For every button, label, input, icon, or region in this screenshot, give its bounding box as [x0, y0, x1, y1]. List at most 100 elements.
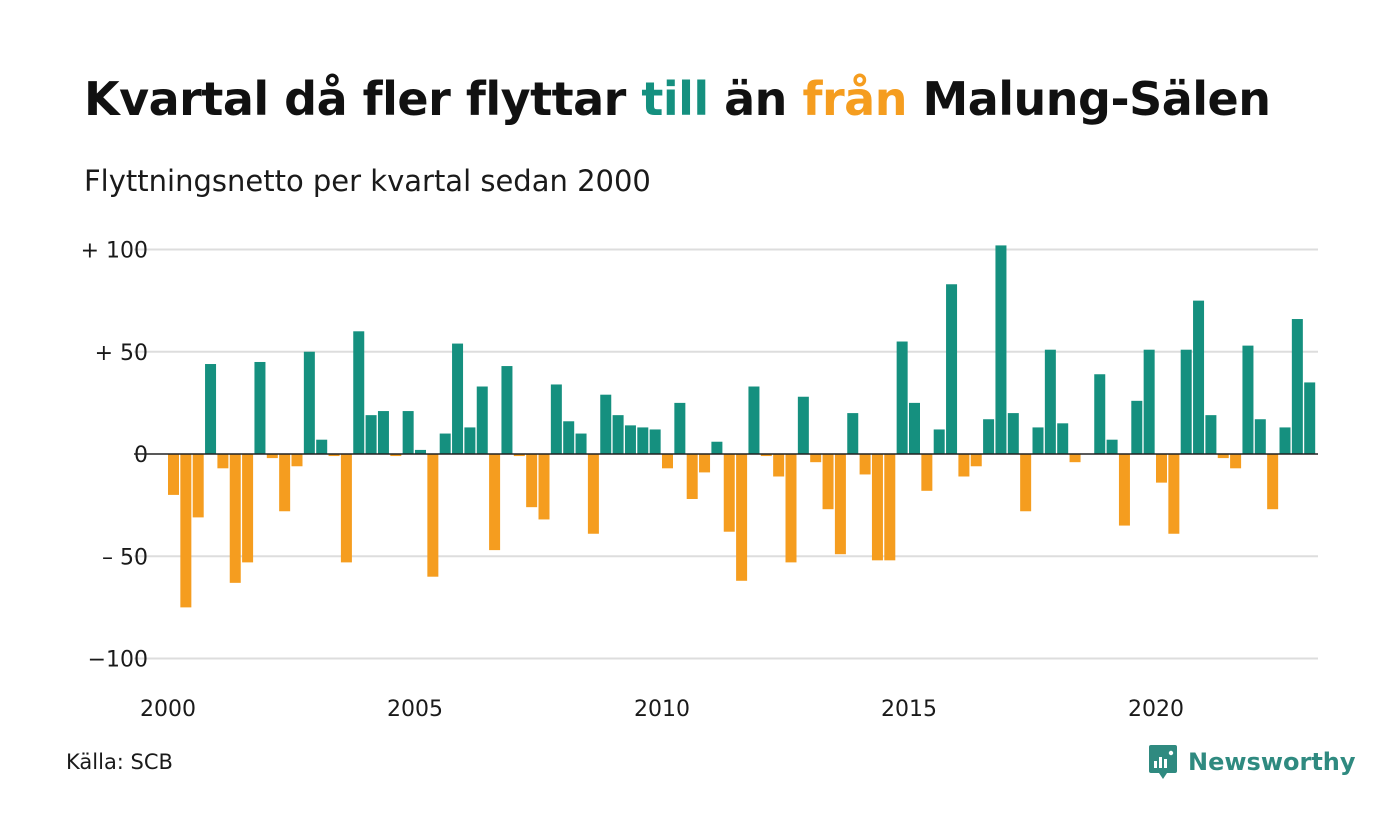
newsworthy-chart-bubble-icon [1149, 745, 1177, 779]
bar [1291, 319, 1303, 454]
bar [847, 413, 859, 454]
bar [526, 454, 538, 508]
bar [291, 454, 303, 467]
bar [1205, 415, 1217, 454]
bar [1118, 454, 1130, 526]
x-tick-label: 2010 [634, 697, 690, 722]
title-middle: än [708, 72, 803, 126]
bar [328, 454, 340, 457]
x-tick-label: 2020 [1128, 697, 1184, 722]
bar [711, 441, 723, 454]
bar [1230, 454, 1242, 469]
bar [1180, 349, 1192, 454]
bar [723, 454, 735, 532]
y-tick-label: −100 [88, 648, 148, 673]
bar [242, 454, 254, 563]
bar [748, 386, 760, 454]
bar [834, 454, 846, 555]
y-tick-label: + 100 [81, 239, 148, 264]
bar [205, 364, 217, 454]
y-axis-ticks: + 100 + 50 0 – 50 −100 [81, 239, 148, 673]
x-tick-label: 2015 [881, 697, 937, 722]
bar [217, 454, 229, 469]
bar [1057, 423, 1069, 454]
bar [785, 454, 797, 563]
title-prefix: Kvartal då fler flyttar [84, 72, 642, 126]
bar [871, 454, 883, 561]
bar [662, 454, 673, 469]
bar [365, 415, 377, 454]
gridlines [134, 248, 1318, 660]
newsworthy-logo: Newsworthy [1148, 744, 1356, 780]
logo-wordmark: Newsworthy [1188, 748, 1356, 776]
x-tick-label: 2000 [140, 697, 196, 722]
bar [538, 454, 550, 520]
bar [550, 384, 562, 454]
bar [476, 386, 488, 454]
bar [600, 394, 612, 454]
title-word-till: till [641, 72, 709, 126]
bar [1279, 427, 1291, 454]
bar [1217, 454, 1229, 459]
bar [254, 361, 266, 454]
x-axis-ticks: 2000 2005 2010 2015 2020 [140, 697, 1184, 722]
bar [1020, 454, 1032, 512]
bar [797, 396, 809, 454]
bar [983, 419, 995, 454]
bar [452, 343, 464, 454]
bar [575, 433, 587, 454]
bar [316, 439, 328, 454]
bar [1242, 345, 1254, 454]
y-tick-label: 0 [134, 443, 148, 468]
bar [427, 454, 439, 577]
bar [921, 454, 933, 491]
bar [699, 454, 711, 473]
bar [279, 454, 291, 512]
bar-chart: + 100 + 50 0 – 50 −100 2000 2005 2010 2015 2020 [81, 239, 1318, 722]
bar [686, 454, 698, 499]
bar [859, 454, 871, 475]
bar [402, 411, 414, 454]
bar [464, 427, 476, 454]
bar [377, 411, 389, 454]
bar [1131, 400, 1143, 454]
bar [1069, 454, 1081, 463]
bar [180, 454, 192, 608]
bar [1304, 382, 1316, 454]
bar [501, 366, 513, 454]
y-tick-label: + 50 [95, 341, 148, 366]
bar [266, 454, 278, 459]
bar [946, 284, 958, 454]
bar [958, 454, 970, 477]
bar [1267, 454, 1279, 510]
bar [909, 402, 920, 455]
bar [415, 449, 426, 454]
bar [884, 454, 896, 561]
bar [995, 245, 1007, 454]
chart-title: Kvartal då fler flyttar till än från Mal… [84, 72, 1271, 126]
bar [1007, 413, 1019, 454]
bar [624, 425, 636, 454]
bar [760, 454, 772, 457]
bar [563, 421, 575, 454]
bar [1094, 374, 1106, 454]
bar [192, 454, 204, 518]
bar [674, 402, 686, 455]
bar [229, 454, 241, 583]
bar [773, 454, 785, 477]
bar [513, 454, 525, 457]
bar [1156, 454, 1167, 483]
bar [970, 454, 982, 467]
title-word-fran: från [802, 72, 907, 126]
y-tick-label: – 50 [102, 545, 148, 570]
bar [439, 433, 451, 454]
bar [933, 429, 945, 454]
bar [637, 427, 649, 454]
x-tick-label: 2005 [387, 697, 443, 722]
bar [587, 454, 599, 534]
bar [896, 341, 908, 454]
bar [1106, 439, 1118, 454]
bar [1168, 454, 1180, 534]
title-suffix: Malung-Sälen [906, 72, 1271, 126]
bar [649, 429, 661, 454]
